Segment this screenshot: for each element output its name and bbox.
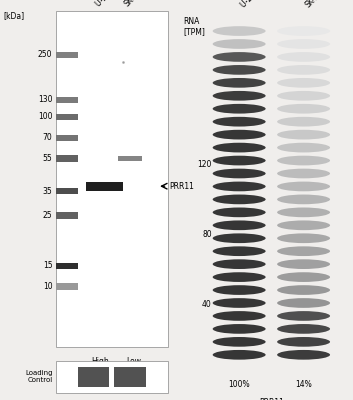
Ellipse shape	[277, 52, 330, 62]
Ellipse shape	[213, 337, 266, 347]
Ellipse shape	[213, 259, 266, 269]
Ellipse shape	[213, 104, 266, 114]
Ellipse shape	[213, 324, 266, 334]
Ellipse shape	[277, 169, 330, 178]
Ellipse shape	[277, 285, 330, 295]
Ellipse shape	[277, 117, 330, 126]
Text: SK-MEL-30: SK-MEL-30	[304, 0, 338, 10]
FancyBboxPatch shape	[86, 182, 124, 191]
Text: 35: 35	[43, 187, 52, 196]
Ellipse shape	[277, 272, 330, 282]
FancyBboxPatch shape	[56, 212, 78, 219]
Text: 10: 10	[43, 282, 52, 291]
Ellipse shape	[277, 259, 330, 269]
Ellipse shape	[213, 208, 266, 217]
Ellipse shape	[213, 169, 266, 178]
FancyBboxPatch shape	[118, 156, 142, 161]
Ellipse shape	[213, 130, 266, 140]
Ellipse shape	[277, 311, 330, 321]
Text: RNA
[TPM]: RNA [TPM]	[184, 17, 205, 36]
FancyBboxPatch shape	[56, 135, 78, 141]
Ellipse shape	[277, 78, 330, 88]
Ellipse shape	[277, 233, 330, 243]
Text: 55: 55	[43, 154, 52, 163]
Ellipse shape	[213, 52, 266, 62]
FancyBboxPatch shape	[56, 12, 168, 347]
Text: U-2 OS: U-2 OS	[95, 0, 119, 8]
FancyBboxPatch shape	[56, 114, 78, 120]
Ellipse shape	[213, 311, 266, 321]
Text: 70: 70	[43, 133, 52, 142]
FancyBboxPatch shape	[56, 155, 78, 162]
Text: 100%: 100%	[228, 380, 250, 389]
Ellipse shape	[213, 194, 266, 204]
Ellipse shape	[213, 350, 266, 360]
Text: Low: Low	[126, 358, 141, 366]
Text: 15: 15	[43, 261, 52, 270]
Ellipse shape	[277, 324, 330, 334]
Text: [kDa]: [kDa]	[4, 12, 25, 20]
FancyBboxPatch shape	[56, 96, 78, 103]
Text: 120: 120	[197, 160, 212, 169]
Text: 80: 80	[202, 230, 212, 239]
Text: SK-MEL-30: SK-MEL-30	[122, 0, 157, 8]
Ellipse shape	[213, 65, 266, 75]
Text: High: High	[91, 358, 109, 366]
Ellipse shape	[277, 143, 330, 152]
Text: 14%: 14%	[295, 380, 312, 389]
Ellipse shape	[213, 117, 266, 126]
Ellipse shape	[277, 194, 330, 204]
Text: 250: 250	[38, 50, 52, 59]
Ellipse shape	[213, 91, 266, 101]
Ellipse shape	[213, 182, 266, 191]
FancyBboxPatch shape	[56, 188, 78, 194]
Ellipse shape	[213, 39, 266, 49]
Ellipse shape	[213, 298, 266, 308]
Ellipse shape	[213, 220, 266, 230]
Ellipse shape	[213, 78, 266, 88]
Text: 130: 130	[38, 95, 52, 104]
Ellipse shape	[277, 208, 330, 217]
FancyBboxPatch shape	[56, 52, 78, 58]
Ellipse shape	[277, 350, 330, 360]
Text: 100: 100	[38, 112, 52, 122]
Ellipse shape	[277, 246, 330, 256]
Ellipse shape	[277, 26, 330, 36]
FancyBboxPatch shape	[78, 366, 109, 388]
Ellipse shape	[277, 130, 330, 140]
Ellipse shape	[277, 298, 330, 308]
Ellipse shape	[277, 39, 330, 49]
Ellipse shape	[213, 272, 266, 282]
Text: PRR11: PRR11	[169, 182, 194, 191]
Text: PRR11: PRR11	[259, 398, 284, 400]
Ellipse shape	[277, 65, 330, 75]
Text: 25: 25	[43, 211, 52, 220]
Text: Loading
Control: Loading Control	[25, 370, 52, 384]
Text: 40: 40	[202, 300, 212, 309]
Ellipse shape	[277, 91, 330, 101]
Ellipse shape	[213, 285, 266, 295]
Ellipse shape	[277, 104, 330, 114]
FancyBboxPatch shape	[56, 284, 78, 290]
FancyBboxPatch shape	[56, 361, 168, 393]
Ellipse shape	[277, 220, 330, 230]
FancyBboxPatch shape	[114, 366, 146, 388]
Ellipse shape	[277, 156, 330, 165]
Ellipse shape	[277, 337, 330, 347]
FancyBboxPatch shape	[56, 263, 78, 269]
Ellipse shape	[213, 246, 266, 256]
Ellipse shape	[213, 26, 266, 36]
Ellipse shape	[213, 233, 266, 243]
Ellipse shape	[277, 182, 330, 191]
Ellipse shape	[213, 143, 266, 152]
Text: U-2 OS: U-2 OS	[239, 0, 264, 10]
Ellipse shape	[213, 156, 266, 165]
